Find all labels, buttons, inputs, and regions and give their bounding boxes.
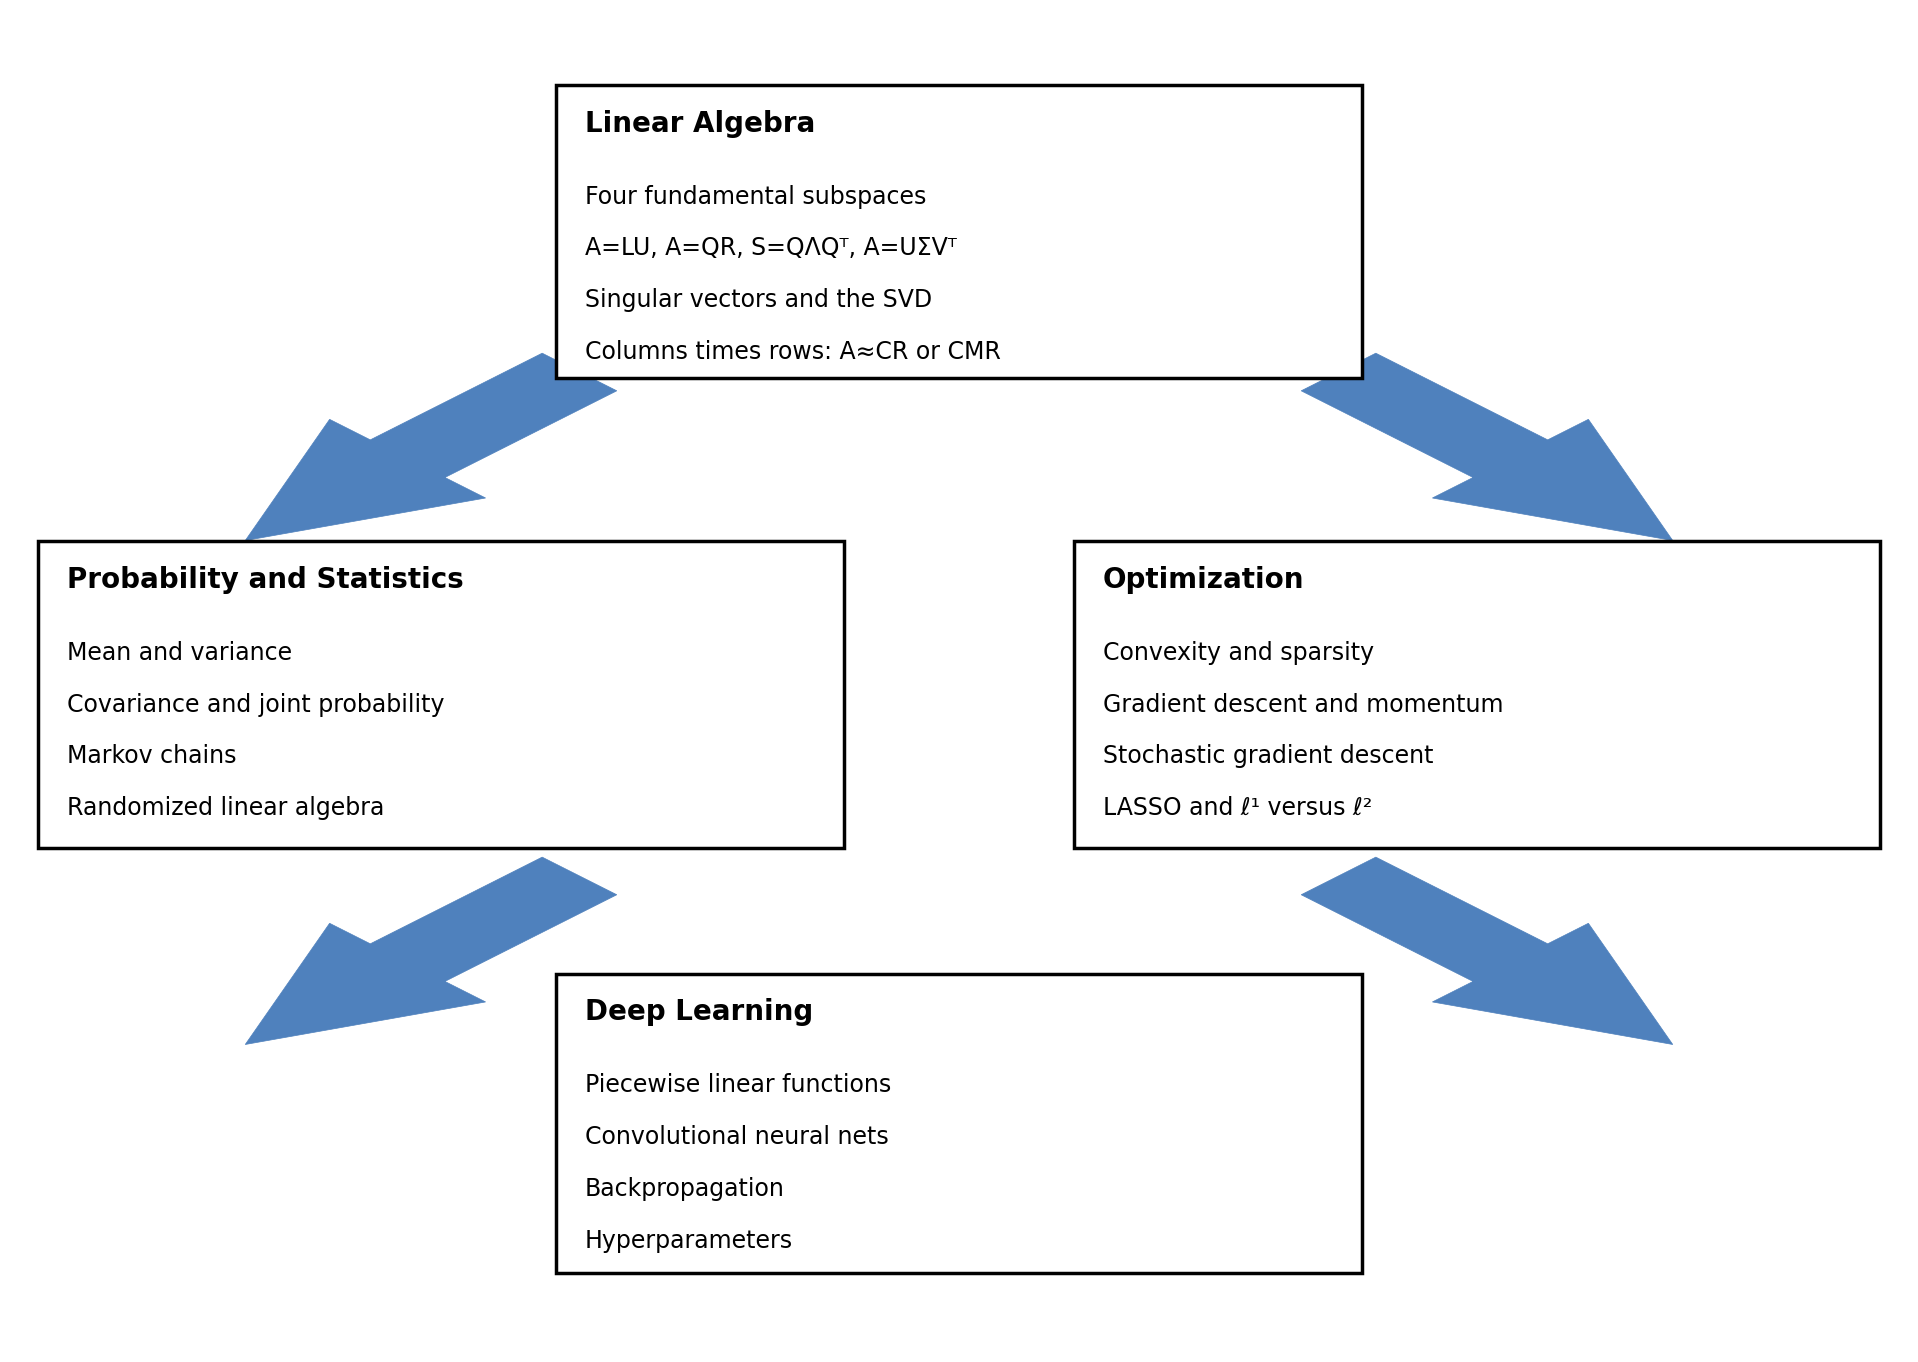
Text: Backpropagation: Backpropagation	[585, 1177, 784, 1201]
Text: Convolutional neural nets: Convolutional neural nets	[585, 1125, 888, 1150]
FancyBboxPatch shape	[556, 86, 1362, 379]
Text: Four fundamental subspaces: Four fundamental subspaces	[585, 185, 926, 208]
Text: Convexity and sparsity: Convexity and sparsity	[1103, 642, 1373, 665]
Text: Singular vectors and the SVD: Singular vectors and the SVD	[585, 289, 932, 312]
Text: Linear Algebra: Linear Algebra	[585, 110, 815, 138]
Text: A=LU, A=QR, S=QΛQᵀ, A=UΣVᵀ: A=LU, A=QR, S=QΛQᵀ, A=UΣVᵀ	[585, 237, 957, 260]
Text: Columns times rows: A≈CR or CMR: Columns times rows: A≈CR or CMR	[585, 340, 1001, 364]
FancyBboxPatch shape	[38, 541, 844, 847]
FancyBboxPatch shape	[556, 974, 1362, 1273]
Text: Markov chains: Markov chains	[67, 745, 236, 768]
Text: Mean and variance: Mean and variance	[67, 642, 292, 665]
Text: Gradient descent and momentum: Gradient descent and momentum	[1103, 693, 1504, 716]
Polygon shape	[246, 857, 618, 1045]
Polygon shape	[246, 353, 618, 541]
Text: LASSO and ℓ¹ versus ℓ²: LASSO and ℓ¹ versus ℓ²	[1103, 797, 1371, 820]
Text: Covariance and joint probability: Covariance and joint probability	[67, 693, 445, 716]
Text: Probability and Statistics: Probability and Statistics	[67, 567, 464, 594]
Text: Hyperparameters: Hyperparameters	[585, 1229, 794, 1253]
Text: Optimization: Optimization	[1103, 567, 1304, 594]
Text: Deep Learning: Deep Learning	[585, 998, 813, 1027]
Text: Stochastic gradient descent: Stochastic gradient descent	[1103, 745, 1433, 768]
Text: Randomized linear algebra: Randomized linear algebra	[67, 797, 384, 820]
Text: Piecewise linear functions: Piecewise linear functions	[585, 1073, 892, 1098]
FancyBboxPatch shape	[1074, 541, 1880, 847]
Polygon shape	[1300, 857, 1672, 1045]
Polygon shape	[1300, 353, 1672, 541]
